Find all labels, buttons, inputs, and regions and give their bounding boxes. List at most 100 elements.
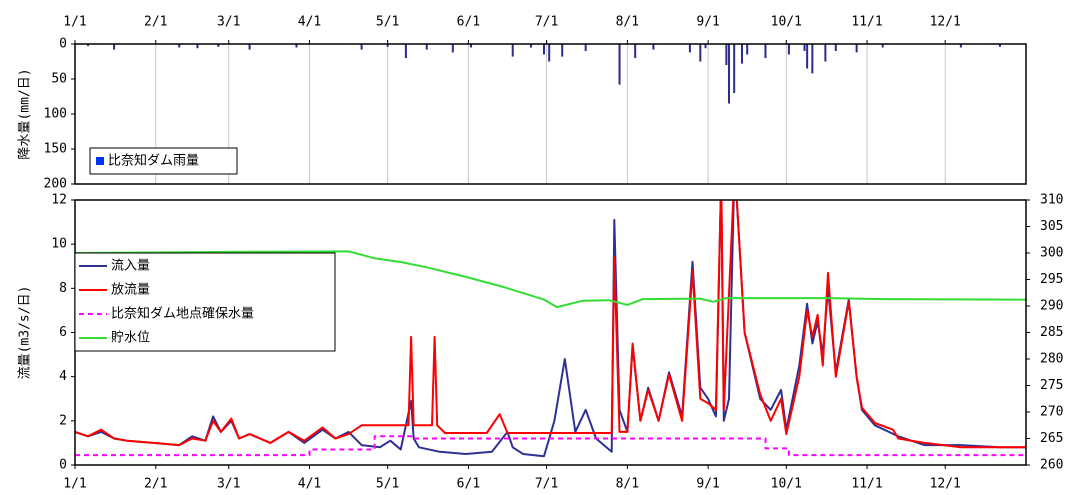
line-series xyxy=(75,200,1026,449)
bar xyxy=(87,44,90,47)
bar xyxy=(584,44,587,51)
bar xyxy=(511,44,514,57)
x-tick-label: 10/1 xyxy=(771,15,802,30)
x-tick-label: 8/1 xyxy=(616,15,639,30)
bar xyxy=(998,44,1001,47)
bar xyxy=(178,44,181,48)
x-tick-label: 10/1 xyxy=(771,477,802,492)
y2-tick-label: 295 xyxy=(1040,272,1063,287)
bar xyxy=(542,44,545,55)
y-axis-label: 流量(m3/s/日) xyxy=(18,286,33,380)
bar xyxy=(386,44,389,47)
bar xyxy=(618,44,621,85)
bar xyxy=(470,44,473,48)
y2-tick-label: 290 xyxy=(1040,299,1063,314)
y-tick-label: 150 xyxy=(44,142,67,157)
y-tick-label: 10 xyxy=(51,237,67,252)
x-tick-label: 9/1 xyxy=(696,477,719,492)
x-tick-label: 2/1 xyxy=(144,477,167,492)
bar xyxy=(529,44,532,48)
bar xyxy=(727,44,730,104)
x-tick-label: 7/1 xyxy=(535,477,558,492)
y2-tick-label: 270 xyxy=(1040,405,1063,420)
bar xyxy=(652,44,655,50)
bar xyxy=(548,44,551,62)
bar xyxy=(248,44,251,50)
bar xyxy=(733,44,736,93)
y2-tick-label: 275 xyxy=(1040,378,1063,393)
bar xyxy=(451,44,454,53)
x-tick-label: 3/1 xyxy=(217,477,240,492)
y2-tick-label: 260 xyxy=(1040,458,1063,473)
legend-box xyxy=(89,147,238,175)
bar xyxy=(295,44,298,48)
legend-label: 流入量 xyxy=(111,259,150,274)
x-tick-label: 9/1 xyxy=(696,15,719,30)
y-tick-label: 0 xyxy=(59,37,67,52)
bar xyxy=(425,44,428,50)
x-tick-label: 5/1 xyxy=(376,15,399,30)
x-tick-label: 4/1 xyxy=(298,477,321,492)
bar xyxy=(704,44,707,49)
bar xyxy=(688,44,691,53)
x-tick-label: 6/1 xyxy=(457,15,480,30)
plot-area xyxy=(87,44,1001,104)
x-tick-label: 12/1 xyxy=(930,477,961,492)
x-tick-label: 1/1 xyxy=(63,477,86,492)
bar xyxy=(806,44,809,69)
bar xyxy=(741,44,744,64)
bar xyxy=(725,44,728,65)
bar xyxy=(634,44,637,58)
plot-frame xyxy=(74,43,1027,185)
y-tick-label: 12 xyxy=(51,193,67,208)
y2-tick-label: 305 xyxy=(1040,219,1063,234)
bar xyxy=(824,44,827,62)
plot-area xyxy=(75,200,1026,458)
y2-tick-label: 300 xyxy=(1040,246,1063,261)
x-tick-label: 2/1 xyxy=(144,15,167,30)
bar xyxy=(764,44,767,58)
y2-tick-label: 280 xyxy=(1040,352,1063,367)
y2-tick-label: 265 xyxy=(1040,431,1063,446)
bar xyxy=(360,44,363,50)
x-tick-label: 12/1 xyxy=(930,15,961,30)
y-tick-label: 50 xyxy=(51,72,67,87)
y-axis-label: 降水量(mm/日) xyxy=(18,68,33,159)
x-tick-label: 1/1 xyxy=(63,15,86,30)
legend-swatch xyxy=(96,157,104,165)
y-tick-label: 8 xyxy=(59,281,67,296)
x-tick-label: 3/1 xyxy=(217,15,240,30)
bar xyxy=(217,44,220,47)
legend-label: 比奈知ダム雨量 xyxy=(108,153,199,169)
bar xyxy=(803,44,806,51)
x-tick-label: 7/1 xyxy=(535,15,558,30)
bar xyxy=(113,44,116,50)
bar xyxy=(834,44,837,51)
y2-tick-label: 310 xyxy=(1040,193,1063,208)
x-tick-label: 4/1 xyxy=(298,15,321,30)
x-tick-label: 11/1 xyxy=(851,477,882,492)
bar xyxy=(787,44,790,55)
y-tick-label: 6 xyxy=(59,325,67,340)
bar xyxy=(699,44,702,62)
y-tick-label: 200 xyxy=(44,177,67,192)
bar xyxy=(196,44,199,49)
x-tick-label: 5/1 xyxy=(376,477,399,492)
legend-label: 貯水位 xyxy=(111,331,150,346)
line-series xyxy=(75,250,1026,309)
y-tick-label: 0 xyxy=(59,458,67,473)
line-series xyxy=(75,435,1026,457)
y-tick-label: 2 xyxy=(59,413,67,428)
bar xyxy=(811,44,814,74)
y-tick-label: 100 xyxy=(44,107,67,122)
legend-box xyxy=(74,252,336,352)
legend-label: 比奈知ダム地点確保水量 xyxy=(111,306,254,322)
bar xyxy=(404,44,407,58)
x-tick-label: 8/1 xyxy=(616,477,639,492)
legend-label: 放流量 xyxy=(111,283,150,298)
x-tick-label: 6/1 xyxy=(457,477,480,492)
bar xyxy=(959,44,962,48)
bar xyxy=(881,44,884,48)
y2-tick-label: 285 xyxy=(1040,325,1063,340)
